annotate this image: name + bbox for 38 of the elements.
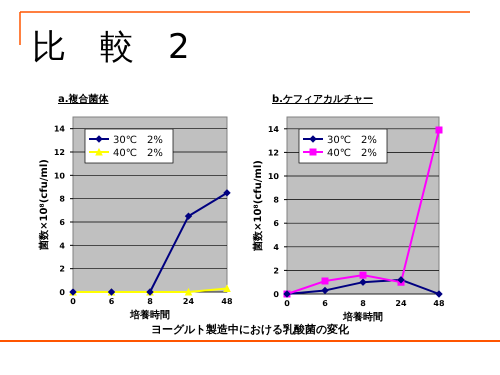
- chart-title: a.複合菌体: [58, 93, 110, 105]
- chart-title: b.ケフィアカルチャー: [272, 94, 373, 105]
- x-tick-label: 6: [108, 297, 115, 306]
- y-tick-label: 8: [273, 196, 280, 205]
- y-tick-label: 10: [268, 172, 280, 181]
- y-tick-label: 8: [59, 194, 66, 204]
- x-tick-label: 0: [70, 297, 76, 306]
- y-tick-label: 2: [273, 266, 279, 276]
- x-tick-label: 24: [395, 299, 407, 308]
- y-tick-label: 12: [54, 148, 65, 157]
- y-tick-label: 4: [273, 242, 280, 252]
- y-tick-label: 0: [59, 288, 66, 297]
- text: ヨーグルト製造中における乳酸菌の変化: [151, 323, 350, 336]
- legend-label: 40℃ 2%: [327, 148, 377, 159]
- y-tick-label: 6: [273, 219, 280, 228]
- x-tick-label: 24: [182, 297, 194, 306]
- text: 比 較 2: [32, 27, 190, 67]
- x-tick-label: 8: [360, 299, 366, 308]
- legend-label: 40℃ 2%: [113, 148, 163, 159]
- y-tick-label: 14: [54, 124, 66, 134]
- y-axis-title: 菌数×10⁸(cfu/ml): [38, 159, 50, 251]
- x-axis-title: 培養時間: [342, 311, 383, 323]
- legend-label: 30℃ 2%: [327, 135, 377, 146]
- x-tick-label: 8: [147, 297, 154, 306]
- x-tick-label: 6: [322, 299, 328, 308]
- y-tick-label: 0: [273, 290, 280, 299]
- y-tick-label: 4: [59, 241, 66, 250]
- x-tick-label: 48: [433, 299, 445, 308]
- y-tick-label: 6: [59, 218, 66, 227]
- x-tick-label: 48: [221, 297, 233, 306]
- y-tick-label: 12: [268, 148, 279, 158]
- y-tick-label: 14: [268, 124, 280, 134]
- y-tick-label: 2: [59, 264, 65, 274]
- y-tick-label: 10: [54, 171, 66, 180]
- x-tick-label: 0: [284, 299, 290, 308]
- y-axis-title: 菌数×10⁸(cfu/ml): [252, 160, 264, 252]
- x-axis-title: 培養時間: [129, 309, 170, 321]
- legend-label: 30℃ 2%: [113, 135, 163, 146]
